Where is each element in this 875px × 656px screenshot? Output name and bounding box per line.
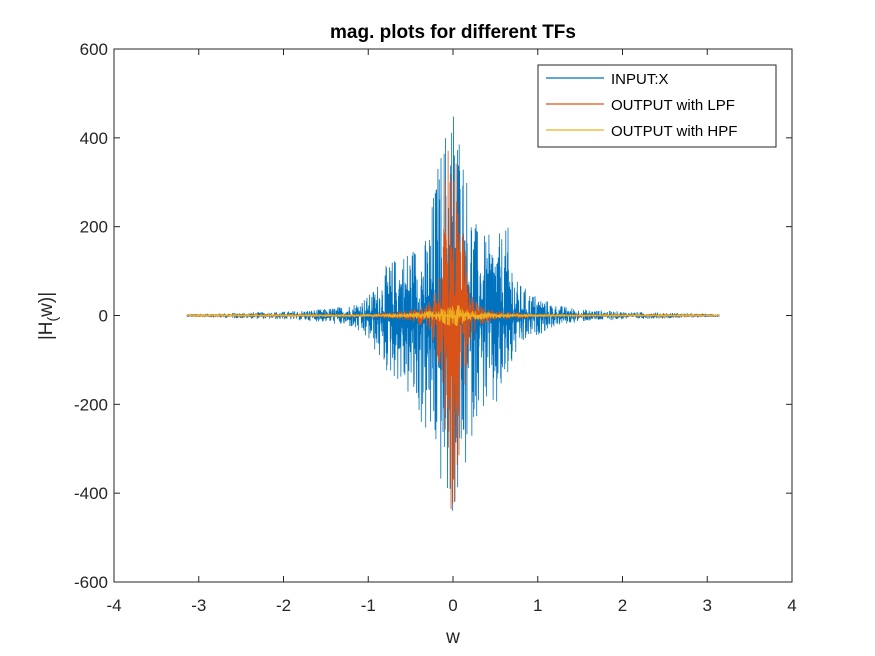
x-tick-label: 4 [787, 596, 796, 615]
y-tick-label: -200 [74, 395, 108, 414]
y-axis-label-subscript: ( [44, 316, 60, 321]
legend: INPUT:X OUTPUT with LPF OUTPUT with HPF [537, 64, 777, 148]
legend-label-input: INPUT:X [611, 71, 669, 88]
y-tick-label: 600 [80, 40, 108, 59]
x-tick-label: 2 [618, 596, 627, 615]
y-tick-label: 400 [80, 129, 108, 148]
y-axis-label-rest: w)| [36, 292, 57, 318]
x-tick-label: 1 [533, 596, 542, 615]
y-tick-label: 200 [80, 218, 108, 237]
x-tick-label: -3 [191, 596, 206, 615]
y-axis-label-main: |H [36, 321, 57, 340]
y-axis-label: |H(w)| [36, 292, 60, 340]
y-tick-label: -600 [74, 573, 108, 592]
x-tick-label: 0 [448, 596, 457, 615]
chart-title: mag. plots for different TFs [330, 22, 576, 43]
y-tick-label: 0 [99, 307, 108, 326]
series-layer [186, 116, 720, 511]
y-tick-label: -400 [74, 484, 108, 503]
legend-label-lpf: OUTPUT with LPF [611, 97, 735, 114]
x-axis-label: w [445, 627, 460, 648]
y-ticks: -600 -400 -200 0 200 400 600 [74, 40, 792, 592]
x-tick-label: 3 [703, 596, 712, 615]
series-line-hpf [186, 305, 720, 327]
legend-box [537, 64, 777, 148]
x-ticks: -4 -3 -2 -1 0 1 2 3 4 [106, 49, 797, 615]
legend-label-hpf: OUTPUT with HPF [611, 123, 737, 140]
x-tick-label: -4 [106, 596, 121, 615]
x-tick-label: -2 [276, 596, 291, 615]
y-axis-label-text: |H(w)| [36, 292, 60, 340]
x-tick-label: -1 [361, 596, 376, 615]
series-line-input [186, 116, 720, 511]
